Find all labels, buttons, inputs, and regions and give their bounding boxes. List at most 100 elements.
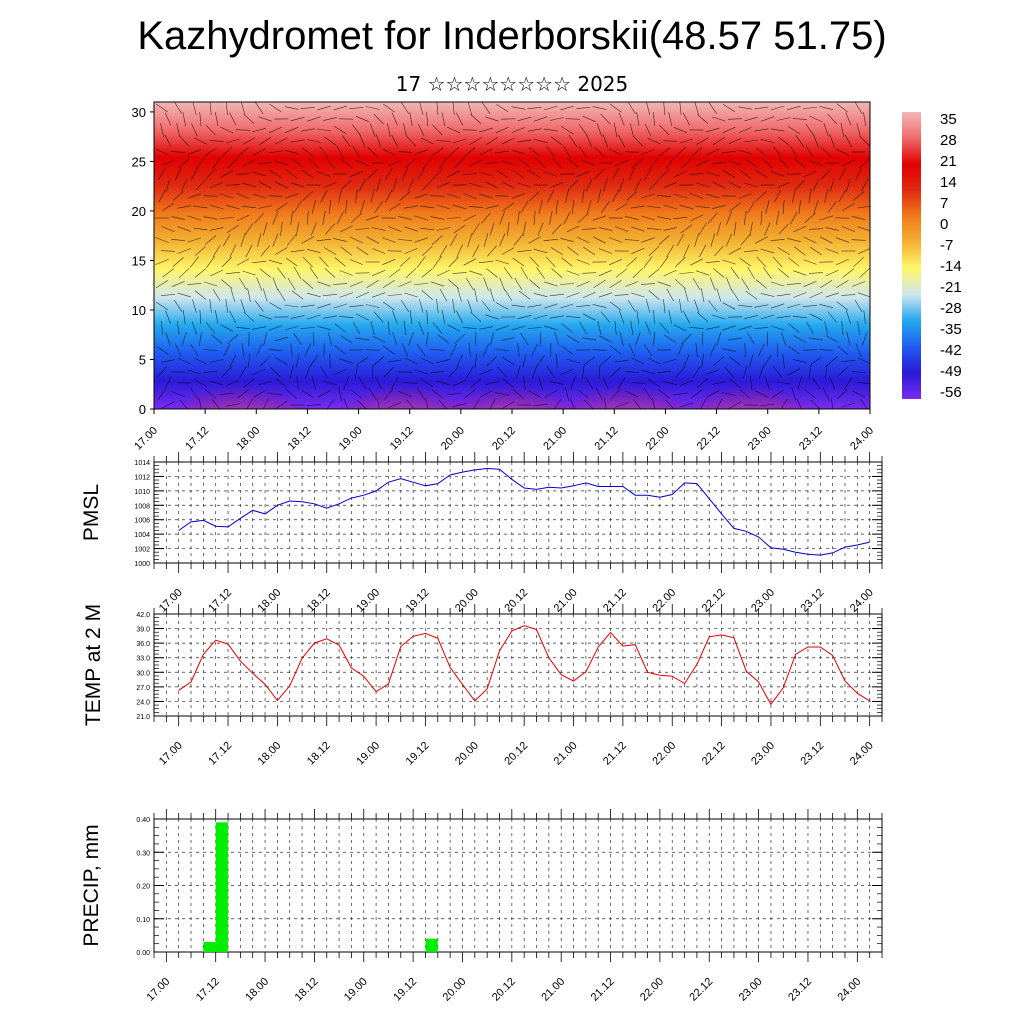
- wind-vector: [840, 123, 845, 137]
- colorbar-label: 7: [940, 195, 948, 212]
- wind-vector: [803, 170, 817, 178]
- wind-vector: [483, 343, 489, 357]
- wind-vector: [641, 237, 655, 243]
- wind-vector: [366, 280, 379, 288]
- wind-vector: [203, 371, 218, 373]
- wind-vector: [349, 171, 364, 177]
- wind-vector: [252, 193, 266, 199]
- wind-vector: [792, 315, 807, 319]
- wind-vector: [470, 312, 482, 322]
- x-tick-label: 23.00: [749, 587, 777, 615]
- wind-vector: [382, 301, 395, 311]
- wind-vector: [259, 136, 272, 146]
- wind-vector: [756, 256, 767, 268]
- wind-vector: [447, 126, 461, 134]
- wind-vector: [604, 398, 607, 409]
- wind-vector: [355, 291, 369, 299]
- wind-vector: [430, 370, 445, 374]
- wind-vector: [681, 333, 692, 345]
- wind-vector: [691, 389, 703, 399]
- wind-vector: [160, 250, 176, 252]
- wind-vector: [711, 162, 726, 164]
- wind-vector: [695, 270, 710, 276]
- wind-vector: [191, 321, 198, 335]
- wind-vector: [512, 389, 524, 399]
- wind-vector: [436, 227, 451, 231]
- wind-vector: [659, 322, 670, 334]
- wind-vector: [694, 102, 699, 115]
- wind-vector: [174, 102, 183, 115]
- heatmap-y-tick-label: 0: [139, 402, 146, 417]
- wind-vector: [804, 213, 816, 223]
- wind-vector: [252, 260, 267, 264]
- precip-panel: 0.00 0.10 0.20 0.30 0.40 17.00 17.12 18.00 18.12…: [80, 809, 883, 1004]
- wind-vector: [349, 281, 364, 287]
- wind-vector: [227, 157, 238, 169]
- wind-vector: [177, 292, 191, 298]
- wind-vector: [682, 310, 690, 324]
- wind-vector: [517, 211, 520, 225]
- wind-vector: [209, 380, 224, 386]
- wind-vector: [398, 281, 412, 287]
- wind-vector: [301, 169, 314, 179]
- wind-vector: [329, 199, 331, 215]
- wind-vector: [270, 366, 281, 378]
- wind-vector: [808, 272, 824, 274]
- wind-vector: [450, 343, 457, 357]
- wind-vector: [798, 199, 801, 215]
- wind-vector: [293, 200, 302, 214]
- wind-vector: [666, 244, 675, 258]
- wind-vector: [177, 226, 191, 232]
- wind-vector: [765, 376, 770, 390]
- wind-vector: [592, 106, 607, 110]
- wind-vector: [425, 332, 429, 346]
- wind-vector: [632, 158, 644, 168]
- wind-vector: [343, 376, 350, 390]
- wind-vector: [513, 234, 524, 246]
- wind-vector: [319, 256, 329, 268]
- wind-vector: [187, 215, 202, 221]
- wind-vector: [206, 256, 215, 268]
- wind-vector: [825, 292, 839, 298]
- wind-vector: [581, 189, 585, 203]
- wind-vector: [388, 160, 402, 166]
- wind-vector: [625, 281, 639, 287]
- wind-vector: [576, 236, 590, 244]
- wind-vector: [770, 239, 785, 241]
- wind-vector: [432, 322, 443, 334]
- wind-vector: [290, 182, 305, 188]
- wind-vector: [845, 310, 851, 324]
- wind-vector: [275, 202, 288, 212]
- wind-vector: [697, 114, 709, 124]
- wind-vector: [760, 248, 775, 254]
- wind-vector: [698, 222, 707, 236]
- wind-vector: [373, 113, 384, 125]
- wind-vector: [349, 259, 364, 265]
- wind-vector: [237, 147, 249, 157]
- x-tick-label: 22.00: [650, 587, 678, 615]
- wind-vector: [762, 157, 773, 169]
- wind-vector: [268, 392, 283, 396]
- wind-vector: [706, 148, 720, 156]
- wind-vector: [457, 288, 462, 302]
- wind-vector: [747, 266, 755, 280]
- y-tick-label: 39.0: [136, 627, 150, 634]
- wind-vector: [778, 268, 790, 278]
- wind-vector: [333, 238, 348, 242]
- wind-vector: [679, 272, 694, 274]
- wind-vector: [658, 235, 670, 245]
- wind-vector: [728, 160, 742, 166]
- wind-vector: [610, 366, 621, 378]
- wind-vector: [479, 148, 493, 156]
- wind-vector: [349, 107, 364, 109]
- wind-vector: [517, 342, 520, 358]
- wind-vector: [647, 379, 661, 387]
- wind-vector: [836, 103, 849, 113]
- wind-vector: [641, 193, 655, 199]
- wind-vector: [511, 304, 526, 308]
- wind-vector: [162, 268, 174, 278]
- wind-vector: [659, 168, 670, 180]
- wind-vector: [187, 149, 202, 155]
- wind-vector: [742, 365, 748, 379]
- wind-vector: [302, 256, 313, 268]
